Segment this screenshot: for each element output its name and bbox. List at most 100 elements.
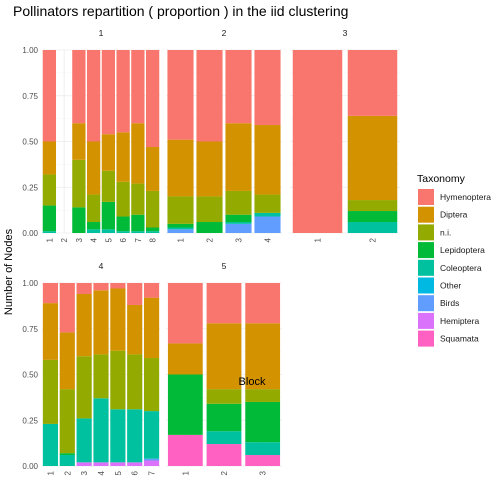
facet-strip-label: 2: [222, 28, 227, 38]
bar-segment-lepidoptera: [347, 211, 398, 223]
x-tick-label: 3: [80, 470, 89, 475]
legend-label: Hemiptera: [440, 316, 479, 326]
bar-segment-coleoptera: [167, 227, 194, 230]
bar-segment-ni: [167, 196, 194, 224]
bar-segment-hemiptera: [76, 462, 92, 466]
legend-label: Lepidoptera: [440, 245, 485, 255]
y-axis-title: Number of Nodes: [3, 228, 15, 315]
bar-segment-squamata: [167, 434, 203, 466]
bar-segment-lepidoptera: [42, 205, 57, 232]
x-tick-label: 1: [314, 237, 323, 242]
bar-segment-diptera: [86, 141, 101, 195]
bar-segment-hemiptera: [110, 462, 126, 466]
x-tick-label: 2: [60, 237, 69, 242]
bar-segment-coleoptera: [116, 231, 130, 233]
bar-segment-ni: [116, 181, 130, 217]
y-tick-label: 0.50: [22, 138, 38, 147]
bar-segment-hymenoptera: [59, 283, 75, 333]
legend-key-hemiptera: [418, 312, 434, 329]
legend-label: Diptera: [440, 210, 468, 220]
x-tick-label: 1: [46, 470, 55, 475]
x-tick-label: 2: [220, 470, 229, 475]
bar-segment-lepidoptera: [196, 222, 223, 233]
bar-segment-squamata: [206, 444, 242, 466]
bar-segment-squamata: [245, 455, 281, 466]
bar-segment-coleoptera: [110, 409, 126, 463]
bar-segment-hymenoptera: [167, 283, 203, 344]
bar-segment-diptera: [93, 290, 109, 355]
x-tick-label: 1: [177, 237, 186, 242]
facet-panel-5: 5 1 2 3: [166, 261, 282, 475]
bar-segment-ni: [72, 159, 86, 208]
legend-label: Hymenoptera: [440, 192, 491, 202]
bar-segment-hymenoptera: [225, 50, 252, 124]
bar-segment-coleoptera: [225, 222, 252, 224]
bar-segment-hymenoptera: [206, 283, 242, 324]
bar-segment-lepidoptera: [206, 403, 242, 432]
bar-segment-ni: [206, 389, 242, 404]
x-tick-label: 7: [134, 237, 143, 242]
bar-segment-coleoptera: [245, 442, 281, 456]
legend-key-hymenoptera: [418, 189, 434, 205]
bar-segment-diptera: [225, 123, 252, 191]
bar-segment-lepidoptera: [167, 223, 194, 228]
x-tick-label: 4: [90, 237, 99, 242]
bar-segment-ni: [145, 190, 160, 228]
bar-segment-ni: [196, 196, 223, 223]
facet-strip-label: 1: [99, 28, 104, 38]
legend-label: Squamata: [440, 334, 479, 344]
legend-key-birds: [418, 295, 434, 312]
y-tick-label: 0.50: [22, 371, 38, 380]
bar-segment-hymenoptera: [143, 283, 160, 298]
bar-segment-hymenoptera: [347, 50, 398, 116]
bar-segment-hymenoptera: [42, 50, 57, 142]
y-tick-label: 0.75: [22, 92, 38, 101]
bar-segment-birds: [167, 229, 194, 233]
x-tick-label: 2: [63, 470, 72, 475]
x-tick-label: 3: [75, 237, 84, 242]
bar-segment-coleoptera: [42, 423, 59, 466]
y-tick-label: 0.25: [22, 416, 38, 425]
x-tick-label: 7: [148, 470, 157, 475]
facet-panels: 10.000.250.500.751.001 2 3 4 5 6 7 821 2 3 431 240.…: [22, 28, 400, 475]
bar-segment-birds: [225, 223, 252, 233]
bar-segment-hymenoptera: [245, 283, 281, 324]
legend-key-other: [418, 277, 434, 294]
bar-segment-coleoptera: [93, 398, 109, 463]
bar-segment-coleoptera: [131, 231, 145, 233]
bar-segment-ni: [59, 389, 75, 454]
x-tick-label: 1: [181, 470, 190, 475]
bar-segment-hymenoptera: [116, 50, 130, 133]
bar-segment-coleoptera: [127, 409, 143, 463]
bar-segment-lepidoptera: [145, 227, 160, 232]
bar-segment-lepidoptera: [225, 214, 252, 223]
x-tick-label: 2: [206, 237, 215, 242]
x-axis-title: Block: [239, 376, 266, 388]
bar-segment-diptera: [196, 141, 223, 197]
bar-segment-coleoptera: [76, 418, 92, 463]
bar-segment-diptera: [76, 293, 92, 357]
bar-segment-hymenoptera: [42, 283, 59, 304]
y-tick-label: 0.00: [22, 462, 38, 471]
y-tick-label: 0.25: [22, 183, 38, 192]
bar-segment-diptera: [42, 141, 57, 175]
bar-segment-ni: [42, 359, 59, 424]
legend: Taxonomy Hymenoptera Diptera n.i. Lepidopte…: [417, 173, 491, 347]
bar-segment-lepidoptera: [59, 453, 75, 456]
bar-segment-hymenoptera: [76, 283, 92, 294]
legend-label: Other: [440, 281, 461, 291]
bar-segment-ni: [127, 354, 143, 410]
bar-segment-hymenoptera: [131, 50, 145, 124]
bar-segment-diptera: [245, 323, 281, 390]
bar-segment-hymenoptera: [93, 283, 109, 291]
x-tick-label: 6: [119, 237, 128, 242]
bar-segment-hymenoptera: [145, 50, 160, 147]
x-tick-label: 4: [97, 470, 106, 475]
bar-segment-diptera: [143, 297, 160, 359]
bar-segment-ni: [225, 190, 252, 215]
bar-segment-hemiptera: [127, 462, 143, 466]
x-tick-label: 2: [369, 237, 378, 242]
bar-segment-diptera: [254, 125, 281, 195]
y-tick-label: 0.00: [22, 229, 38, 238]
